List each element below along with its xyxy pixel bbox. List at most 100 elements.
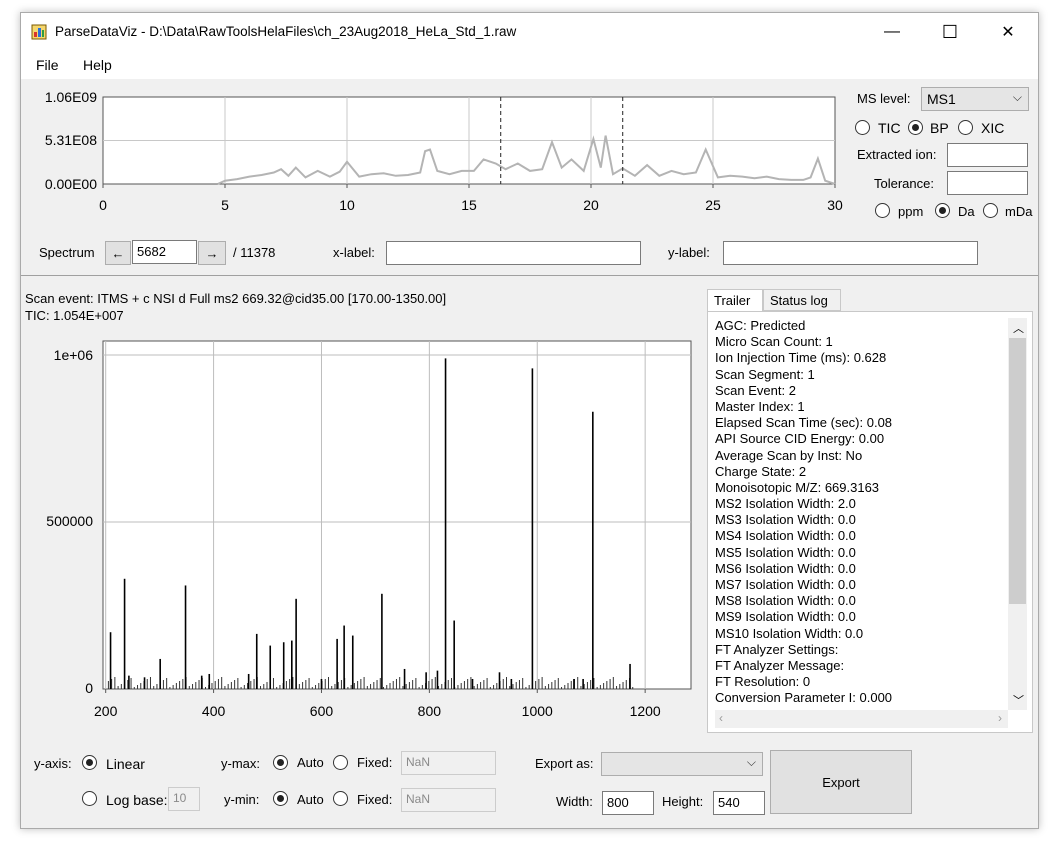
chrom-xtick-label: 10 — [339, 197, 355, 213]
menu-bar: File Help — [21, 51, 1038, 79]
ymin-fixed-radio[interactable] — [333, 791, 348, 806]
ylabel-input[interactable] — [723, 241, 978, 265]
xlabel-label: x-label: — [333, 245, 375, 260]
tolerance-input[interactable] — [947, 171, 1028, 195]
trailer-line: MS3 Isolation Width: 0.0 — [715, 512, 856, 528]
ymin-auto-label: Auto — [297, 792, 324, 807]
spectrum-total: / 11378 — [233, 245, 276, 260]
menu-file[interactable]: File — [36, 57, 59, 73]
maximize-button[interactable]: ☐ — [921, 13, 979, 51]
ymin-auto-radio[interactable] — [273, 791, 288, 806]
chrom-xtick-label: 25 — [705, 197, 721, 213]
spectrum-number-input[interactable]: 5682 — [132, 240, 197, 264]
spectrum-label: Spectrum — [39, 245, 95, 260]
trailer-line: Average Scan by Inst: No — [715, 447, 863, 463]
menu-help[interactable]: Help — [83, 57, 112, 73]
height-input[interactable]: 540 — [713, 791, 765, 815]
ymax-input[interactable]: NaN — [401, 751, 496, 775]
xic-radio[interactable] — [958, 120, 973, 135]
trailer-line: Micro Scan Count: 1 — [715, 334, 833, 350]
trailer-line: Elapsed Scan Time (sec): 0.08 — [715, 415, 893, 431]
arrow-right-icon: → — [205, 245, 219, 261]
tab-status-log[interactable]: Status log — [763, 289, 841, 311]
chromatogram-trace — [217, 135, 836, 185]
height-label: Height: — [662, 794, 704, 809]
spec-xtick-label: 200 — [94, 703, 118, 719]
bp-radio[interactable] — [908, 120, 923, 135]
tab-trailer[interactable]: Trailer — [707, 289, 763, 313]
horizontal-scrollbar[interactable]: ‹ › — [715, 710, 1008, 728]
scroll-left-icon[interactable]: ‹ — [719, 711, 723, 725]
scrollbar-thumb[interactable] — [1009, 338, 1026, 604]
chrom-xtick-label: 15 — [461, 197, 477, 213]
linear-label: Linear — [106, 756, 145, 772]
trailer-line: Charge State: 2 — [715, 463, 807, 479]
spec-xtick-label: 400 — [202, 703, 226, 719]
width-input[interactable]: 800 — [602, 791, 654, 815]
ms-level-label: MS level: — [857, 91, 911, 106]
trailer-panel: AGC: Predicted Micro Scan Count: 1 Ion Inj… — [707, 311, 1033, 733]
scroll-right-icon[interactable]: › — [998, 711, 1002, 725]
ms-level-select[interactable]: MS1 ⌵ — [921, 87, 1029, 111]
trailer-line: FT Analyzer Message: — [715, 657, 845, 673]
log-base-input[interactable]: 10 — [168, 787, 200, 811]
export-button[interactable]: Export — [770, 750, 912, 814]
trailer-line: MS4 Isolation Width: 0.0 — [715, 528, 856, 544]
yaxis-label: y-axis: — [34, 756, 72, 771]
chrom-ytick-mid: 5.31E08 — [45, 132, 97, 148]
minimize-icon: — — [884, 23, 900, 40]
close-button[interactable]: ✕ — [979, 13, 1037, 51]
ymin-input[interactable]: NaN — [401, 788, 496, 812]
scroll-up-icon[interactable]: ︿ — [1013, 323, 1024, 335]
bp-label: BP — [930, 120, 949, 136]
extracted-ion-label: Extracted ion: — [857, 147, 937, 162]
ymax-auto-radio[interactable] — [273, 755, 288, 770]
title-bar[interactable]: ParseDataViz - D:\Data\RawToolsHelaFiles… — [21, 13, 1038, 51]
minimize-button[interactable]: — — [863, 13, 921, 51]
tic-value-text: TIC: 1.054E+007 — [25, 308, 124, 323]
mda-radio[interactable] — [983, 203, 998, 218]
trailer-line: MS5 Isolation Width: 0.0 — [715, 544, 856, 560]
export-format-select[interactable]: ⌵ — [601, 752, 763, 776]
ylabel-label: y-label: — [668, 245, 710, 260]
ymax-label: y-max: — [221, 756, 260, 771]
tic-radio[interactable] — [855, 120, 870, 135]
window-title: ParseDataViz - D:\Data\RawToolsHelaFiles… — [55, 24, 517, 39]
trailer-line: AGC: Predicted — [715, 318, 806, 333]
spec-ytick-mid: 500000 — [46, 513, 93, 529]
chevron-down-icon: ⌵ — [746, 755, 756, 769]
close-icon: ✕ — [1001, 24, 1015, 41]
next-spectrum-button[interactable]: → — [198, 241, 226, 265]
vertical-scrollbar[interactable]: ︿ ﹀ — [1008, 318, 1027, 710]
scroll-down-icon[interactable]: ﹀ — [1013, 695, 1024, 707]
ymin-label: y-min: — [224, 792, 260, 807]
trailer-line: Scan Event: 2 — [715, 382, 796, 398]
spectrum-chart[interactable]: 1e+06 500000 0 200 400 600 800 1000 1200 — [21, 331, 711, 731]
ppm-radio[interactable] — [875, 203, 890, 218]
prev-spectrum-button[interactable]: ← — [105, 241, 131, 265]
da-radio[interactable] — [935, 203, 950, 218]
chrom-ytick-max: 1.06E09 — [45, 89, 97, 105]
chevron-down-icon: ⌵ — [1012, 90, 1022, 104]
trailer-line: Master Index: 1 — [715, 398, 805, 414]
xlabel-input[interactable] — [386, 241, 641, 265]
trailer-line: Conversion Parameter I: 0.000 — [715, 690, 893, 706]
log-base-radio[interactable] — [82, 791, 97, 806]
trailer-line: MS10 Isolation Width: 0.0 — [715, 625, 864, 641]
trailer-line: FT Analyzer Settings: — [715, 641, 839, 657]
trailer-line: FT Resolution: 0 — [715, 674, 811, 690]
trailer-line: MS7 Isolation Width: 0.0 — [715, 577, 856, 592]
extracted-ion-input[interactable] — [947, 143, 1028, 167]
app-window: ParseDataViz - D:\Data\RawToolsHelaFiles… — [20, 12, 1039, 829]
trailer-list: AGC: Predicted Micro Scan Count: 1 Ion Inj… — [715, 318, 1005, 710]
spec-xtick-label: 600 — [310, 703, 334, 719]
linear-radio[interactable] — [82, 755, 97, 770]
width-label: Width: — [556, 794, 593, 809]
ymax-fixed-radio[interactable] — [333, 755, 348, 770]
mda-label: mDa — [1005, 204, 1033, 219]
chrom-ytick-min: 0.00E00 — [45, 176, 97, 192]
chromatogram-chart[interactable]: 1.06E09 5.31E08 0.00E00 0 5 10 15 20 25 30 — [21, 81, 851, 221]
trailer-line: Scan Segment: 1 — [715, 366, 815, 382]
spec-xtick-label: 800 — [418, 703, 442, 719]
chrom-xtick-label: 20 — [583, 197, 599, 213]
